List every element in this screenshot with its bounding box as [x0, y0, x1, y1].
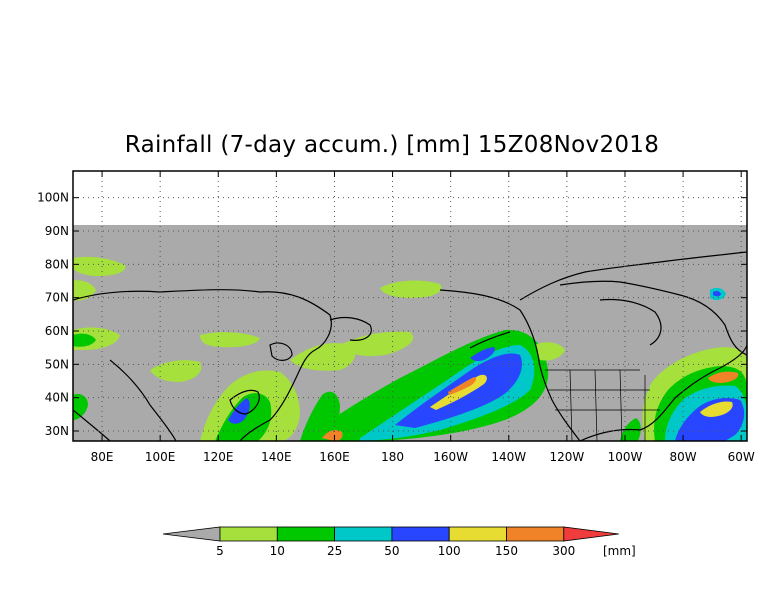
map-title: Rainfall (7-day accum.) [mm] 15Z08Nov201…: [124, 132, 660, 158]
colorbar-segment: [563, 526, 619, 542]
pacific-storm-band: [300, 329, 549, 441]
colorbar-segment: [506, 526, 565, 542]
colorbar-segment: [334, 526, 393, 542]
state-borders: [545, 369, 660, 441]
lon-label: 100W: [608, 450, 643, 464]
lat-label: 80N: [45, 257, 69, 271]
lat-label: 90N: [45, 224, 69, 238]
colorbar-segment: [391, 526, 450, 542]
colorbar: 5 10 25 50 100 150 300: [162, 526, 619, 558]
lon-label: 60W: [728, 450, 755, 464]
eastern-us-rain: [620, 347, 747, 441]
lon-label: 100E: [145, 450, 176, 464]
precipitation-field: [73, 256, 747, 441]
lat-label: 40N: [45, 391, 69, 405]
west-pacific-rain: [150, 331, 414, 441]
colorbar-segment: [219, 526, 278, 542]
colorbar-tick-label: 150: [495, 544, 518, 558]
lon-label: 140W: [491, 450, 526, 464]
above-pole-area: [73, 171, 747, 225]
colorbar-segment: [276, 526, 335, 542]
plot-frame: [72, 170, 748, 442]
colorbar-tick-label: 5: [216, 544, 224, 558]
longitude-labels: 80E 100E 120E 140E 160E 180 160W 140W 120W 100W 80…: [91, 171, 755, 464]
colorbar-tick-label: 50: [384, 544, 399, 558]
colorbar-tick-label: 25: [327, 544, 342, 558]
lon-label: 160E: [319, 450, 350, 464]
colorbar-unit: [mm]: [603, 544, 636, 558]
lat-label: 70N: [45, 291, 69, 305]
gridlines: [73, 171, 747, 441]
lon-label: 180: [381, 450, 404, 464]
colorbar-tick-label: 100: [438, 544, 461, 558]
lon-label: 140E: [261, 450, 292, 464]
lon-label: 120E: [203, 450, 234, 464]
lat-label: 100N: [37, 191, 69, 205]
colorbar-tick-label: 10: [270, 544, 285, 558]
lon-label: 120W: [549, 450, 584, 464]
colorbar-segment: [162, 526, 221, 542]
colorbar-segment: [448, 526, 507, 542]
lon-label: 80E: [91, 450, 114, 464]
colorbar-tick-label: 300: [552, 544, 575, 558]
lat-label: 30N: [45, 424, 69, 438]
latitude-labels: 100N 90N 80N 70N 60N 50N 40N 30N: [37, 191, 747, 438]
coastlines: [73, 251, 747, 441]
lon-label: 80W: [670, 450, 697, 464]
lat-label: 50N: [45, 357, 69, 371]
lon-label: 160W: [433, 450, 468, 464]
lat-label: 60N: [45, 324, 69, 338]
